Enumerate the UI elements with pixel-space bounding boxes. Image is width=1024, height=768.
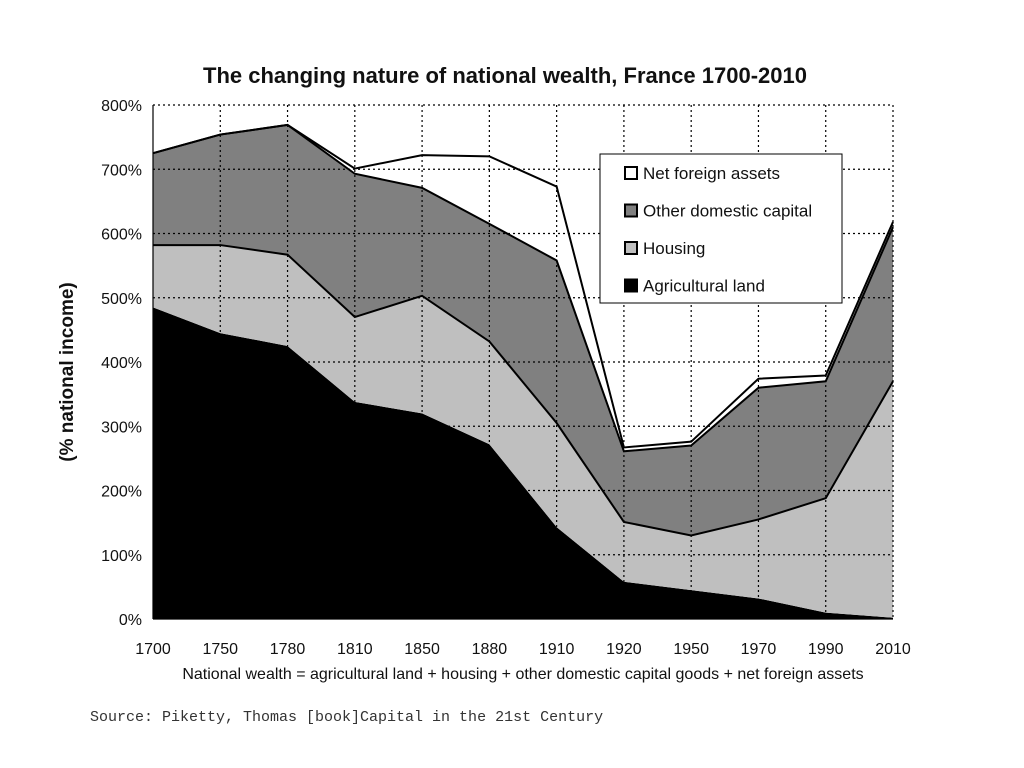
x-tick-label: 1750 [202, 641, 238, 658]
y-tick-label: 400% [101, 355, 142, 372]
area-agricultural-land [153, 307, 893, 619]
legend-label-other-domestic-capital: Other domestic capital [643, 202, 812, 221]
legend-swatch-agricultural-land [624, 278, 638, 293]
y-tick-label: 300% [101, 419, 142, 436]
line-net-foreign-assets [152, 123, 894, 449]
x-tick-label: 1910 [539, 641, 575, 658]
x-axis-label: National wealth = agricultural land + ho… [182, 666, 864, 683]
y-tick-label: 500% [101, 291, 142, 308]
y-tick-label: 800% [101, 98, 142, 115]
legend-box [599, 153, 843, 304]
x-tick-label: 2010 [875, 641, 911, 658]
y-tick-label: 100% [101, 548, 142, 565]
chart-title: The changing nature of national wealth, … [203, 63, 807, 88]
area-net-foreign-assets [153, 124, 893, 452]
legend-swatch-other-domestic-capital [624, 203, 638, 218]
legend-label-agricultural-land: Agricultural land [643, 277, 765, 296]
legend-label-net-foreign-assets: Net foreign assets [643, 164, 780, 183]
x-tick-label: 1880 [472, 641, 508, 658]
legend-swatch-housing [624, 241, 638, 255]
x-tick-label: 1970 [741, 641, 777, 658]
x-tick-label: 1950 [673, 641, 709, 658]
x-tick-label: 1920 [606, 641, 642, 658]
line-housing [153, 244, 894, 537]
y-tick-label: 0% [119, 612, 142, 629]
x-tick-label: 1810 [337, 641, 373, 658]
legend-label-housing: Housing [643, 239, 705, 258]
area-other-domestic-capital [153, 124, 893, 536]
y-tick-label: 200% [101, 484, 142, 501]
x-tick-label: 1990 [808, 641, 844, 658]
x-tick-label: 1850 [404, 641, 440, 658]
x-tick-label: 1700 [135, 641, 171, 658]
x-tick-label: 1780 [270, 641, 306, 658]
area-housing [153, 245, 893, 618]
legend-swatch-net-foreign-assets [624, 166, 638, 180]
y-tick-label: 700% [101, 162, 142, 179]
source-note: Source: Piketty, Thomas [book]Capital in… [90, 709, 604, 726]
y-tick-label: 600% [101, 227, 142, 244]
